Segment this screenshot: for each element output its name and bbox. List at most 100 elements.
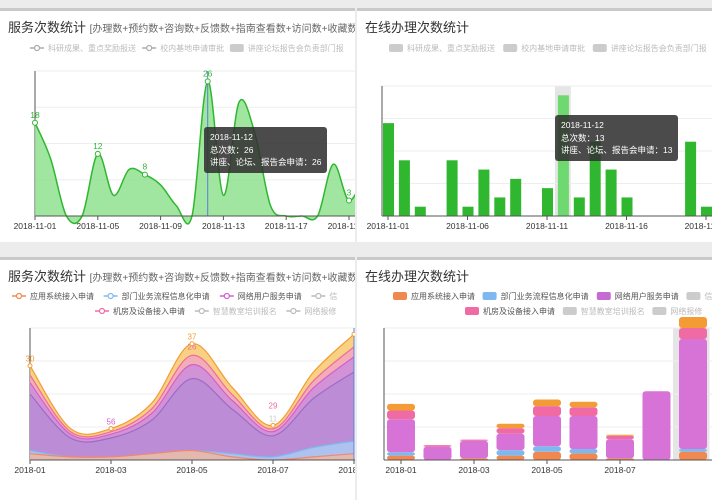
data-label: 56 xyxy=(107,418,116,427)
bar-segment xyxy=(533,406,561,416)
bar-segment xyxy=(569,401,598,408)
legend-swatch-dot xyxy=(198,307,205,315)
bar xyxy=(685,141,697,216)
bar-segment xyxy=(387,403,415,411)
legend-item: 部门业务流程信息化申请 xyxy=(122,291,210,301)
bar-segment xyxy=(533,399,561,407)
bar-segment xyxy=(423,446,452,460)
legend-swatch-dot xyxy=(33,44,41,52)
legend-swatch xyxy=(482,292,497,300)
bar-segment xyxy=(496,428,525,434)
legend-swatch xyxy=(686,292,701,300)
chart-tooltip: 2018-11-12 总次数：13 讲座、论坛、报告会申请：13 xyxy=(555,115,679,161)
bar xyxy=(589,141,601,216)
bar-segment xyxy=(606,435,634,440)
legend-swatch xyxy=(465,307,479,315)
legend-swatch-dot xyxy=(146,44,153,52)
legend-swatch-dot xyxy=(290,307,297,315)
legend-item: 机房及设备接入申请 xyxy=(113,306,185,316)
legend-item: 网络用户服务申请 xyxy=(238,291,302,301)
legend-swatch xyxy=(503,44,518,52)
bar-segment xyxy=(606,434,634,436)
x-tick-label: 2018-11-13 xyxy=(202,221,245,231)
x-tick-label: 2018-11-16 xyxy=(605,221,648,231)
panel-service-count-daily: 服务次数统计 [办理数+预约数+咨询数+反馈数+指南查看数+访问数+收藏数] 科… xyxy=(0,8,355,242)
legend-item: 应用系统接入申请 xyxy=(30,291,94,301)
bar-segment xyxy=(496,433,525,451)
data-label: 3 xyxy=(347,187,352,197)
bar xyxy=(573,197,585,216)
legend-swatch xyxy=(229,44,244,52)
data-label: 11 xyxy=(269,414,278,423)
bar xyxy=(383,123,394,216)
x-tick-label: 2018-05 xyxy=(176,465,207,475)
bar-segment xyxy=(679,451,707,460)
line-series xyxy=(34,80,355,225)
bar xyxy=(462,206,474,216)
data-label: 12 xyxy=(93,141,103,151)
legend-swatch-dot xyxy=(98,307,106,315)
data-label: 29 xyxy=(269,401,278,410)
data-point xyxy=(204,78,211,85)
legend-item: 部门业务流程信息化申请 xyxy=(501,291,589,301)
x-tick-label: 2018-09 xyxy=(338,465,355,475)
data-point xyxy=(189,341,195,347)
legend-item: 校内基地申请审批 xyxy=(521,43,585,53)
x-tick-label: 2018-11-01 xyxy=(367,221,410,231)
bar-segment xyxy=(679,449,707,452)
legend-swatch xyxy=(393,292,407,300)
bar-segment xyxy=(533,446,561,452)
data-point xyxy=(270,422,276,428)
bar xyxy=(494,197,506,216)
bar-segment xyxy=(387,455,415,460)
area-salmon xyxy=(30,450,354,460)
bar-segment xyxy=(569,416,598,449)
bar xyxy=(398,160,410,216)
area-series xyxy=(35,81,355,224)
data-label: 8 xyxy=(143,162,148,172)
legend-item: 信 xyxy=(704,291,712,301)
data-point xyxy=(94,150,101,157)
bar-segment xyxy=(642,391,671,460)
area-pink-line xyxy=(29,346,355,438)
x-tick-label: 2018-11-21 xyxy=(685,221,712,231)
data-label: 26 xyxy=(188,343,197,352)
x-tick-label: 2018-05 xyxy=(531,465,562,475)
x-tick-label: 2018-11-06 xyxy=(446,221,489,231)
panel-title: 服务次数统计 [办理数+预约数+咨询数+反馈数+指南查看数+访问数+收藏数] xyxy=(8,20,355,35)
bar-segment xyxy=(496,423,525,429)
bar-segment xyxy=(423,445,452,447)
x-tick-label: 2018-07 xyxy=(604,465,635,475)
bar xyxy=(542,188,553,216)
panel-online-count-daily: 在线办理次数统计 科研成果、重点奖励报送 校内基地申请审批 讲座论坛报告会负责部门报… xyxy=(357,8,712,242)
bar-segment xyxy=(496,450,525,456)
legend-swatch xyxy=(652,307,667,315)
legend-swatch-dot xyxy=(15,292,23,300)
data-label: 18 xyxy=(30,110,40,120)
area-salmon-line xyxy=(29,449,355,461)
chart-service-daily[interactable]: 科研成果、重点奖励报送 校内基地申请审批 讲座论坛报告会负责部门报 18 12 8 26 3 2… xyxy=(0,11,355,242)
bar-segment xyxy=(679,317,707,328)
panel-online-count-monthly: 在线办理次数统计 应用系统接入申请 部门业务流程信息化申请 网络用户服务申请 信机房及… xyxy=(357,257,712,500)
data-point xyxy=(32,119,38,126)
bar-segment xyxy=(387,419,415,453)
bar xyxy=(510,178,522,216)
legend-swatch-dot xyxy=(107,292,114,300)
legend-swatch xyxy=(389,44,403,52)
bar-segment xyxy=(387,410,415,420)
x-tick-label: 2018-01 xyxy=(385,465,416,475)
legend-item: 网络报修 xyxy=(670,306,702,316)
bar-segment xyxy=(387,452,415,456)
bar xyxy=(446,160,458,216)
bar xyxy=(701,206,712,216)
x-tick-label: 2018-03 xyxy=(95,465,126,475)
panel-title: 服务次数统计 [办理数+预约数+咨询数+反馈数+指南查看数+访问数+收藏数] xyxy=(8,269,355,284)
legend-swatch xyxy=(592,44,607,52)
data-point xyxy=(27,363,33,369)
legend-item: 信 xyxy=(329,291,337,301)
data-point xyxy=(141,171,148,178)
bar-segment xyxy=(496,455,525,460)
x-tick-label: 2018-11-17 xyxy=(265,221,308,231)
